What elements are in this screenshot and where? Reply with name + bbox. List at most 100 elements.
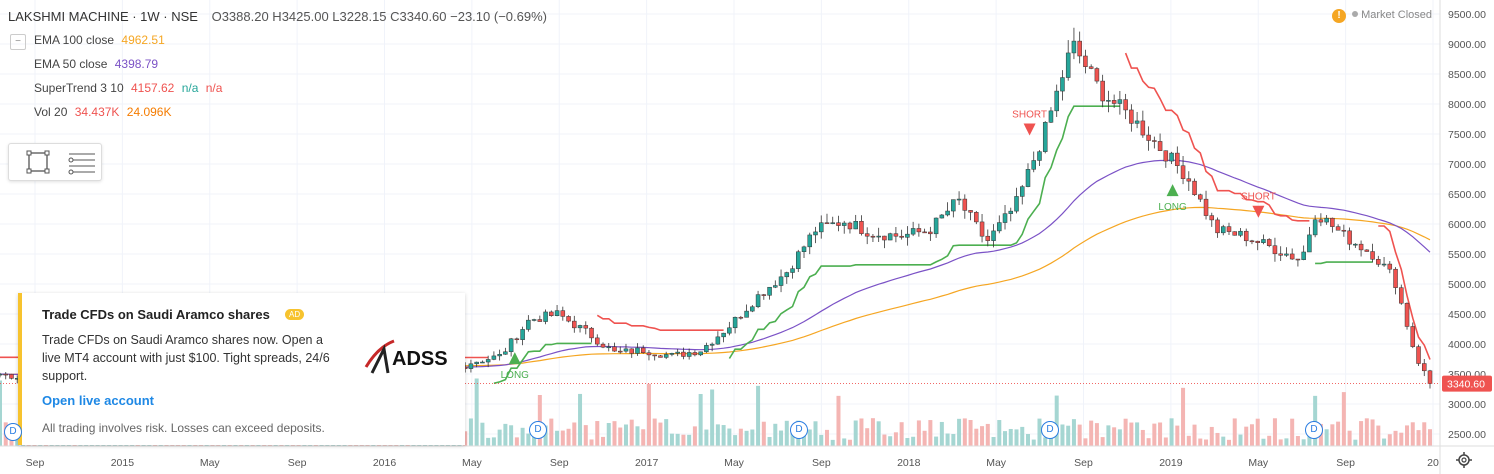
- dividend-marker[interactable]: D: [1041, 421, 1059, 439]
- candle-body: [1358, 243, 1364, 251]
- volume-bar: [692, 426, 697, 446]
- collapse-icon[interactable]: −: [10, 34, 26, 50]
- volume-bar: [566, 428, 571, 446]
- candle-body: [732, 316, 738, 329]
- candle-body: [1129, 109, 1134, 124]
- supertrend-line: [1378, 225, 1431, 360]
- volume-bar: [1382, 438, 1387, 446]
- short-signal-icon: [1252, 205, 1265, 218]
- candle-body: [595, 337, 600, 345]
- volume-bar: [1054, 395, 1059, 446]
- candle-body: [1083, 55, 1088, 67]
- dividend-marker[interactable]: D: [529, 421, 547, 439]
- volume-bar: [779, 430, 784, 446]
- candle-body: [1019, 186, 1025, 197]
- price-tick-label: 5000.00: [1448, 279, 1486, 291]
- indicator-supertrend[interactable]: SuperTrend 3 10 4157.62 n/a n/a: [10, 81, 222, 95]
- candle-body: [1393, 268, 1398, 288]
- volume-bar: [756, 385, 761, 446]
- candle-body: [945, 210, 950, 216]
- candle-body: [1427, 370, 1433, 384]
- long-signal-label: LONG: [1158, 202, 1187, 213]
- volume-bar: [1192, 424, 1197, 446]
- volume-bar: [715, 424, 720, 446]
- volume-bar: [1209, 426, 1214, 446]
- indicator-ema100[interactable]: − EMA 100 close 4962.51: [10, 33, 165, 50]
- candle-body: [503, 351, 508, 355]
- volume-bar: [1249, 424, 1254, 446]
- volume-bar: [865, 428, 870, 446]
- volume-bar: [1284, 438, 1289, 446]
- indicator-ema50[interactable]: EMA 50 close 4398.79: [10, 57, 158, 71]
- volume-bar: [727, 428, 732, 446]
- indicator-value: 24.096K: [126, 105, 172, 119]
- candle-body: [1106, 100, 1111, 102]
- dividend-marker[interactable]: D: [790, 421, 808, 439]
- candle-body: [1180, 165, 1186, 179]
- volume-bar: [750, 429, 755, 446]
- candle-body: [1353, 243, 1358, 246]
- candle-body: [606, 346, 612, 349]
- price-tick-label: 4000.00: [1448, 339, 1486, 351]
- volume-bar: [1100, 437, 1105, 446]
- market-status-label: Market Closed: [1361, 9, 1432, 21]
- candle-body: [773, 285, 778, 288]
- settings-gear-icon[interactable]: [1456, 452, 1472, 468]
- time-tick-label: 2015: [111, 457, 135, 469]
- dividend-marker[interactable]: D: [4, 423, 22, 441]
- open-account-link[interactable]: Open live account: [42, 393, 154, 408]
- volume-bar: [1399, 432, 1404, 446]
- candle-body: [796, 251, 801, 269]
- volume-bar: [1324, 429, 1329, 446]
- candle-body: [905, 233, 910, 238]
- volume-bar: [968, 419, 973, 446]
- time-tick-label: Sep: [812, 457, 831, 469]
- volume-bar: [555, 430, 560, 446]
- candle-body: [1404, 302, 1410, 327]
- candle-body: [1065, 52, 1071, 78]
- candle-body: [922, 231, 927, 234]
- time-tick-label: 2019: [1159, 457, 1183, 469]
- volume-bar: [761, 421, 766, 446]
- candle-body: [623, 348, 629, 352]
- volume-bar: [824, 429, 829, 446]
- time-tick-label: 2018: [897, 457, 921, 469]
- symbol-title[interactable]: LAKSHMI MACHINE · 1W · NSE: [8, 9, 198, 24]
- candle-body: [612, 346, 617, 352]
- ad-body: Trade CFDs on Saudi Aramco shares now. O…: [42, 333, 330, 383]
- candle-body: [887, 233, 893, 241]
- volume-bar: [664, 419, 669, 446]
- candle-body: [491, 355, 497, 360]
- volume-bar: [1140, 429, 1145, 446]
- candle-body: [629, 348, 634, 354]
- volume-bar: [905, 437, 910, 446]
- ad-banner[interactable]: Trade CFDs on Saudi Aramco shares AD Tra…: [18, 293, 465, 445]
- volume-bar: [1330, 424, 1335, 446]
- warning-icon[interactable]: !: [1332, 9, 1347, 23]
- object-tree-icon[interactable]: [61, 144, 101, 180]
- price-tick-label: 7500.00: [1448, 129, 1486, 141]
- indicator-volume[interactable]: Vol 20 34.437K 24.096K: [10, 105, 172, 119]
- ohlc-values: O3388.20 H3425.00 L3228.15 C3340.60 −23.…: [211, 9, 547, 24]
- rectangle-tool-icon[interactable]: [19, 144, 59, 180]
- volume-bar: [928, 420, 933, 446]
- candle-body: [807, 234, 813, 248]
- candle-body: [830, 222, 835, 224]
- volume-bar: [842, 438, 847, 446]
- candle-body: [1048, 110, 1054, 123]
- volume-bar: [601, 436, 606, 446]
- candle-body: [1221, 226, 1226, 234]
- candle-body: [1054, 90, 1059, 112]
- dividend-marker[interactable]: D: [1305, 421, 1323, 439]
- volume-bar: [520, 427, 525, 446]
- volume-bar: [1244, 426, 1249, 446]
- volume-bar: [468, 418, 473, 446]
- candle-body: [1226, 226, 1232, 232]
- candle-body: [1410, 326, 1416, 347]
- volume-bar: [537, 394, 542, 446]
- candle-body: [600, 343, 606, 348]
- candle-body: [537, 319, 543, 322]
- short-signal-icon: [1023, 123, 1036, 136]
- volume-bar: [652, 418, 657, 446]
- candle-body: [1215, 219, 1220, 234]
